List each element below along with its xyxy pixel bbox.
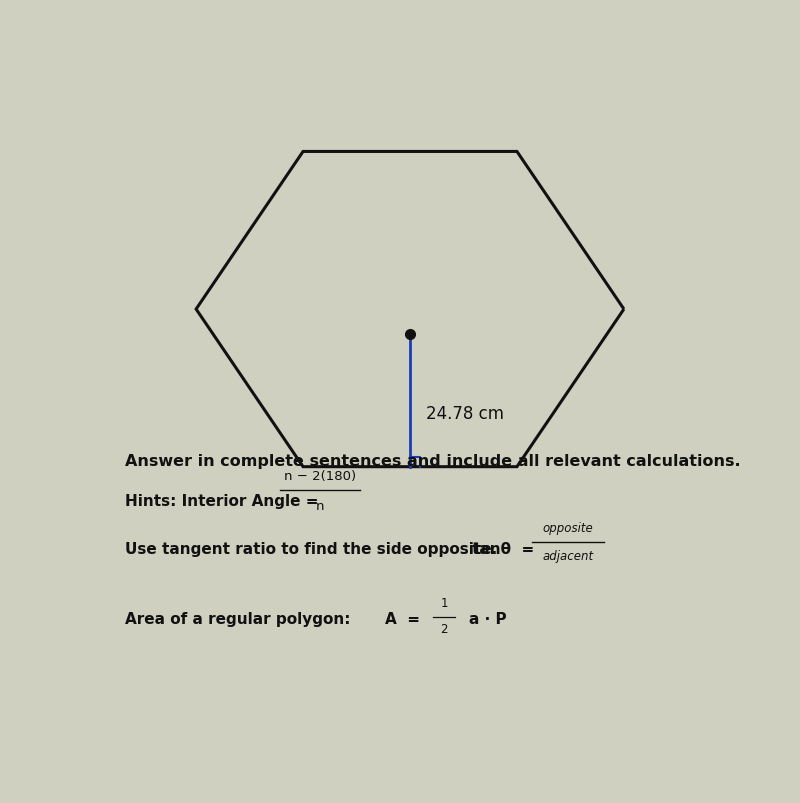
Text: opposite: opposite [542, 521, 594, 534]
Text: 24.78 cm: 24.78 cm [426, 404, 503, 422]
Text: 1: 1 [440, 596, 448, 609]
Text: n − 2(180): n − 2(180) [284, 470, 356, 483]
Text: A  =: A = [386, 611, 420, 626]
Text: a · P: a · P [469, 611, 506, 626]
Text: 2: 2 [440, 622, 448, 635]
Text: Answer in complete sentences and include all relevant calculations.: Answer in complete sentences and include… [125, 454, 741, 469]
Text: Use tangent ratio to find the side opposite.: Use tangent ratio to find the side oppos… [125, 541, 497, 556]
Text: Hints: Interior Angle =: Hints: Interior Angle = [125, 494, 318, 509]
Text: n: n [316, 499, 324, 512]
Text: adjacent: adjacent [542, 549, 594, 563]
Text: Area of a regular polygon:: Area of a regular polygon: [125, 611, 350, 626]
Text: tanθ  =: tanθ = [472, 541, 534, 556]
